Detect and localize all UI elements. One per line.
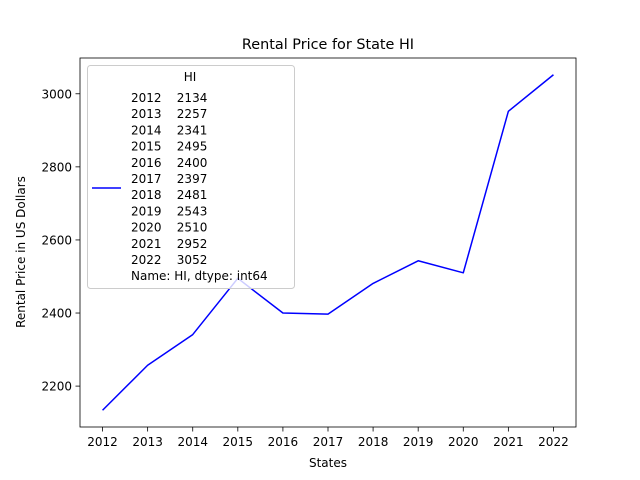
x-tick-label: 2022 (538, 435, 569, 449)
x-tick-label: 2021 (493, 435, 524, 449)
x-tick-label: 2015 (223, 435, 254, 449)
x-tick-label: 2019 (403, 435, 434, 449)
plot-area (102, 74, 554, 411)
x-tick-label: 2016 (268, 435, 299, 449)
legend-text-line: 2016 2400 (131, 156, 207, 170)
legend-text-line: 2018 2481 (131, 188, 207, 202)
x-tick-label: 2017 (313, 435, 344, 449)
legend-text-line: 2020 2510 (131, 221, 207, 235)
legend-text-line: 2013 2257 (131, 107, 207, 121)
legend-text-line: 2015 2495 (131, 140, 207, 154)
x-tick-label: 2020 (448, 435, 479, 449)
x-tick-label: 2012 (87, 435, 118, 449)
y-axis-label: Rental Price in US Dollars (14, 176, 28, 328)
legend-title: HI (184, 70, 197, 84)
legend-text-line: Name: HI, dtype: int64 (131, 269, 268, 283)
chart-title: Rental Price for State HI (242, 37, 414, 53)
x-axis-label: States (309, 456, 347, 470)
legend-text-line: 2022 3052 (131, 253, 207, 267)
legend-box (87, 65, 295, 289)
legend-text-line: 2012 2134 (131, 91, 207, 105)
y-tick-label: 2600 (41, 233, 72, 247)
x-tick-label: 2013 (132, 435, 163, 449)
axes: 2012 2013 2014 2015 2016 2017 2018 2019 2020 2021… (41, 57, 577, 449)
x-tick-label: 2018 (358, 435, 389, 449)
legend: HI 2012 2134 2013 2257 2014 2341 2015 2495 20… (87, 65, 295, 289)
legend-text-line: 2017 2397 (131, 172, 207, 186)
y-tick-label: 2200 (41, 380, 72, 394)
legend-text-line: 2021 2952 (131, 237, 207, 251)
legend-text-line: 2014 2341 (131, 123, 207, 137)
legend-text-line: 2019 2543 (131, 204, 207, 218)
y-tick-label: 2400 (41, 307, 72, 321)
x-tick-label: 2014 (177, 435, 208, 449)
y-tick-label: 3000 (41, 87, 72, 101)
y-tick-label: 2800 (41, 160, 72, 174)
